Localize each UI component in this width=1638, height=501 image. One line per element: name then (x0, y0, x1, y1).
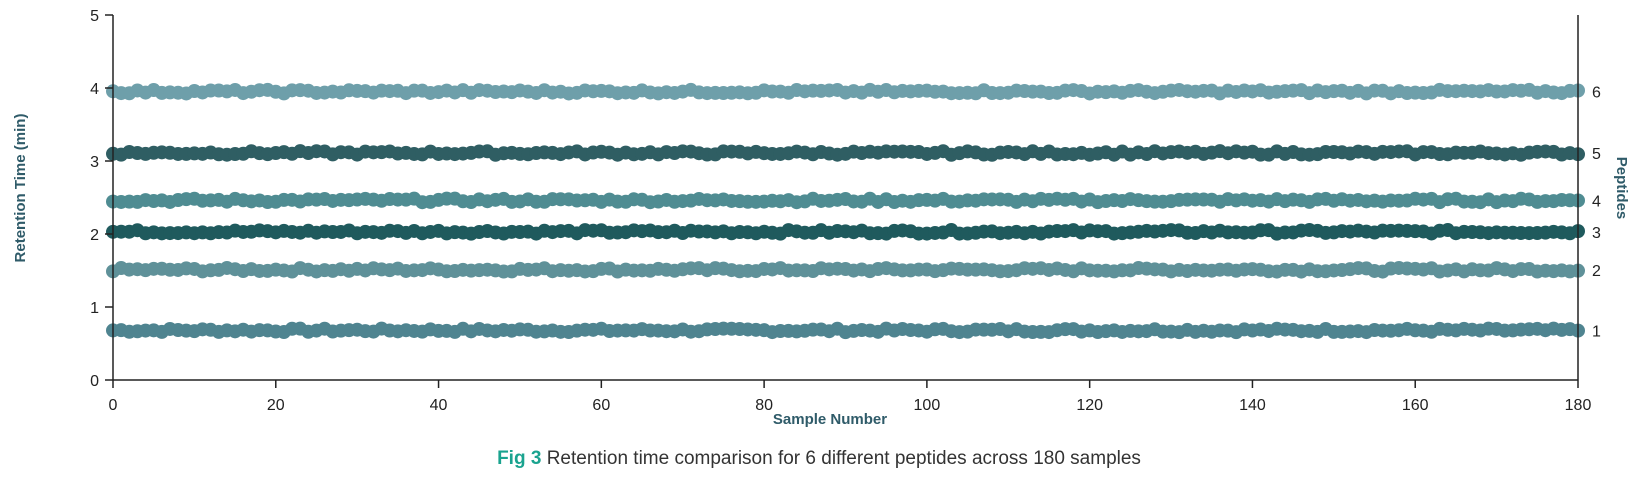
series-label: 2 (1592, 263, 1601, 280)
series-1 (106, 321, 1585, 340)
x-tick-label: 100 (914, 397, 941, 414)
figure-caption-text: Retention time comparison for 6 differen… (546, 448, 1141, 469)
x-axis-title: Sample Number (773, 411, 887, 428)
x-tick-label: 0 (109, 397, 118, 414)
right-axis-title: Peptides (1613, 157, 1630, 220)
series-label: 1 (1592, 323, 1601, 340)
y-tick-label: 4 (90, 81, 99, 98)
y-tick-label: 2 (90, 227, 99, 244)
x-tick-label: 140 (1239, 397, 1266, 414)
series-label: 4 (1592, 193, 1601, 210)
series-5 (106, 144, 1585, 162)
x-tick-label: 60 (592, 397, 610, 414)
series-6 (106, 82, 1585, 101)
retention-time-chart: 0 1 2 3 4 5 0 20 40 60 80 100 120 140 160 180 1 2 3 4 5 6 Ret… (12, 8, 1630, 428)
plot-area (106, 82, 1585, 340)
figure-label: Fig 3 (497, 448, 542, 469)
figure-caption: Fig 3 Retention time comparison for 6 di… (0, 448, 1638, 470)
series-2 (106, 260, 1585, 279)
x-tick-label: 180 (1565, 397, 1592, 414)
x-tick-label: 40 (430, 397, 448, 414)
y-tick-label: 0 (90, 373, 99, 390)
y-axis-title: Retention Time (min) (12, 114, 29, 263)
x-tick-label: 160 (1402, 397, 1429, 414)
axes: 0 1 2 3 4 5 0 20 40 60 80 100 120 140 160 180 1 2 3 4 5 6 (90, 8, 1601, 414)
series-4 (106, 191, 1585, 210)
x-tick-label: 20 (267, 397, 285, 414)
series-label: 5 (1592, 146, 1601, 163)
series-3 (106, 222, 1585, 241)
x-tick-label: 120 (1076, 397, 1103, 414)
series-label: 3 (1592, 225, 1601, 242)
y-tick-label: 3 (90, 154, 99, 171)
y-tick-label: 5 (90, 8, 99, 25)
series-label: 6 (1592, 85, 1601, 102)
x-tick-label: 80 (755, 397, 773, 414)
y-tick-label: 1 (90, 300, 99, 317)
